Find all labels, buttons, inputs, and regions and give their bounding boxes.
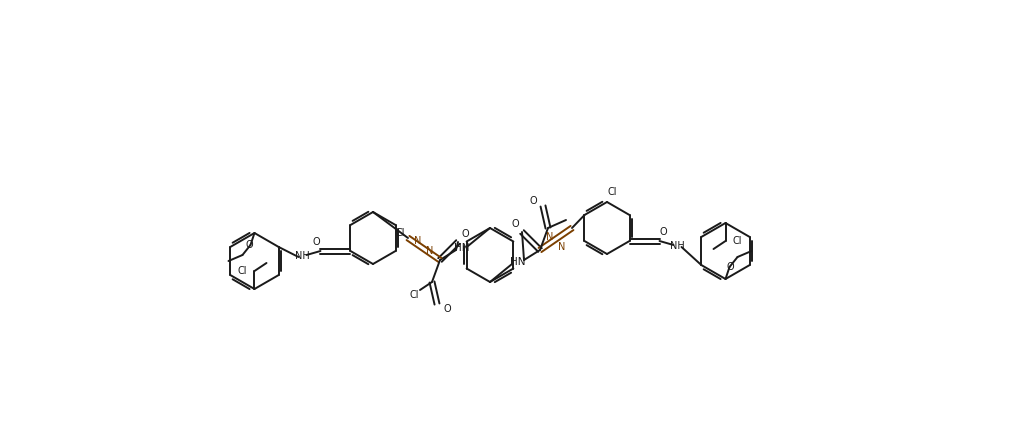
Text: O: O — [461, 229, 469, 239]
Text: O: O — [512, 219, 519, 229]
Text: HN: HN — [454, 243, 470, 253]
Text: O: O — [443, 304, 451, 314]
Text: N: N — [558, 242, 566, 252]
Text: Cl: Cl — [607, 187, 617, 197]
Text: NH: NH — [295, 251, 309, 261]
Text: Cl: Cl — [733, 236, 742, 246]
Text: N: N — [546, 232, 553, 242]
Text: Cl: Cl — [409, 290, 419, 300]
Text: O: O — [529, 196, 537, 206]
Text: N: N — [427, 246, 434, 256]
Text: HN: HN — [510, 257, 526, 267]
Text: O: O — [660, 227, 668, 237]
Text: O: O — [312, 237, 321, 247]
Text: N: N — [415, 236, 422, 246]
Text: Cl: Cl — [238, 266, 247, 276]
Text: O: O — [246, 240, 253, 250]
Text: O: O — [727, 262, 734, 272]
Text: Cl: Cl — [396, 228, 405, 238]
Text: NH: NH — [670, 241, 685, 251]
